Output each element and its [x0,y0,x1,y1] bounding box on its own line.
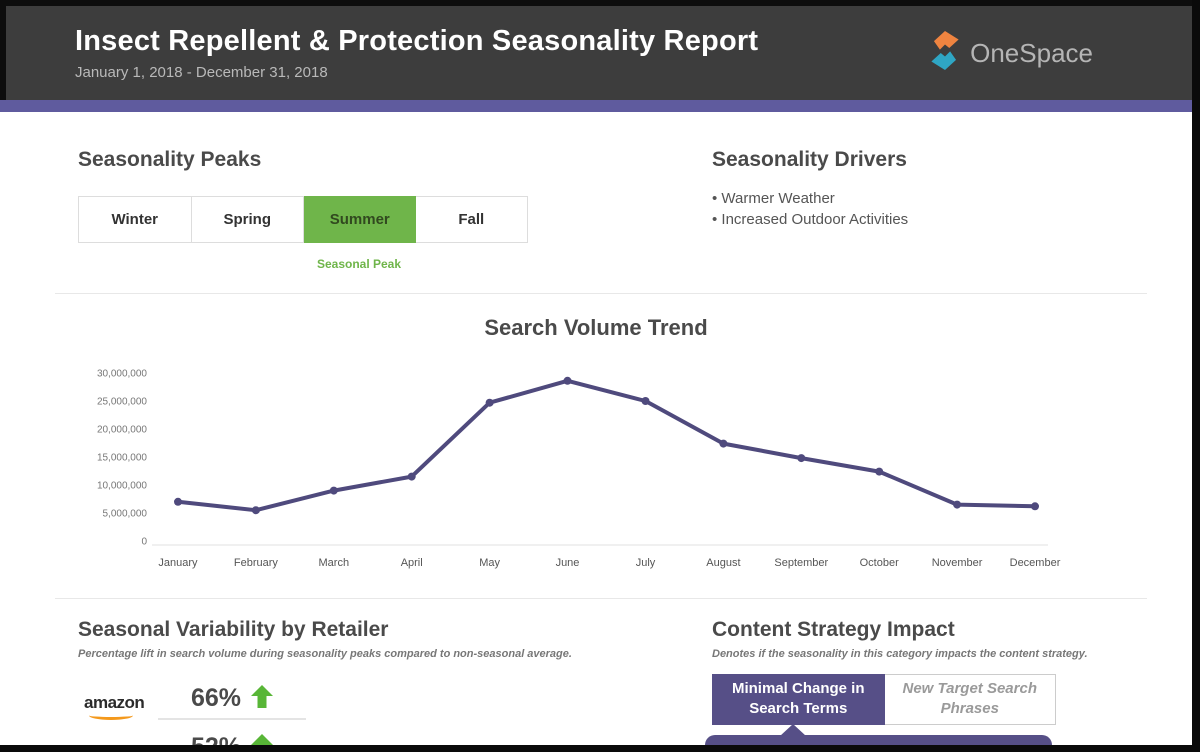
svg-text:0: 0 [141,537,147,548]
svg-text:March: March [319,557,350,569]
retailer-row-walmart: Walmart 52% [78,733,658,745]
season-tab-winter[interactable]: Winter [79,197,192,242]
section-divider [55,598,1147,599]
up-arrow-icon [251,684,274,713]
retailer-variability-heading: Seasonal Variability by Retailer [78,618,389,641]
svg-text:July: July [636,557,656,569]
amazon-smile-icon [89,711,133,720]
svg-text:April: April [401,557,423,569]
content-strategy-subtitle: Denotes if the seasonality in this categ… [712,648,1088,660]
svg-text:August: August [706,557,740,569]
up-arrow-icon [251,733,274,745]
walmart-lift-value: 52% [191,733,241,745]
driver-item: Increased Outdoor Activities [712,209,1152,230]
drivers-list: Warmer Weather Increased Outdoor Activit… [712,188,1152,230]
svg-text:December: December [1010,557,1061,569]
header-frame: Insect Repellent & Protection Seasonalit… [0,0,1192,100]
retailer-row-amazon: amazon 66% [78,684,658,720]
seasonality-drivers-heading: Seasonality Drivers [712,148,907,171]
svg-text:February: February [234,557,279,569]
report-date-range: January 1, 2018 - December 31, 2018 [75,64,328,81]
page-title: Insect Repellent & Protection Seasonalit… [75,25,759,57]
chart-title: Search Volume Trend [484,315,708,340]
svg-text:May: May [479,557,500,569]
amazon-wordmark: amazon [84,693,145,712]
search-volume-chart: 0 5,000,000 10,000,000 15,000,000 20,000,000… [97,369,1061,570]
header-titles: Insect Repellent & Protection Seasonalit… [75,25,758,81]
report-header: Insect Repellent & Protection Seasonalit… [6,6,1192,100]
season-tabs: Winter Spring Summer Fall [78,196,528,243]
retailer-variability-section: Seasonal Variability by Retailer Percent… [78,618,658,745]
svg-text:25,000,000: 25,000,000 [97,397,147,408]
season-tab-summer[interactable]: Summer [304,196,416,243]
strategy-callout [705,724,1052,745]
amazon-logo: amazon [78,693,158,720]
seasonality-peaks-heading: Seasonality Peaks [78,148,262,171]
seasonality-peaks-section: Seasonality Peaks Winter Spring Summer F… [78,148,528,271]
retailer-variability-subtitle: Percentage lift in search volume during … [78,648,572,660]
strategy-option-new-phrases[interactable]: New Target Search Phrases [884,674,1056,725]
svg-text:September: September [774,557,828,569]
svg-text:January: January [158,557,198,569]
section-divider [55,293,1147,294]
svg-text:20,000,000: 20,000,000 [97,425,147,436]
svg-text:15,000,000: 15,000,000 [97,453,147,464]
strategy-option-minimal-change[interactable]: Minimal Change in Search Terms [712,674,885,725]
content-strategy-heading: Content Strategy Impact [712,618,955,641]
content-strategy-section: Content Strategy Impact Denotes if the s… [712,618,1172,725]
retailer-rows: amazon 66% Walmart 52% [78,684,658,745]
driver-item: Warmer Weather [712,188,1152,209]
svg-text:June: June [556,557,580,569]
season-tab-fall[interactable]: Fall [458,211,485,228]
onespace-logo-icon [928,30,962,76]
seasonal-peak-label: Seasonal Peak [316,257,402,271]
amazon-lift-value-cell: 66% [158,684,306,720]
svg-text:5,000,000: 5,000,000 [103,509,148,520]
svg-text:November: November [932,557,983,569]
amazon-lift-value: 66% [190,684,242,712]
seasonality-drivers-section: Seasonality Drivers Warmer Weather Incre… [712,148,1152,230]
brand-logo: OneSpace [928,30,1093,76]
brand-name: OneSpace [970,37,1093,68]
season-tab-spring[interactable]: Spring [192,197,304,242]
walmart-lift-value-cell: 52% [158,733,306,745]
strategy-options: Minimal Change in Search Terms New Targe… [712,674,1056,725]
svg-text:October: October [860,557,899,569]
svg-text:10,000,000: 10,000,000 [97,481,147,492]
accent-bar [0,100,1192,112]
svg-text:30,000,000: 30,000,000 [97,369,147,380]
